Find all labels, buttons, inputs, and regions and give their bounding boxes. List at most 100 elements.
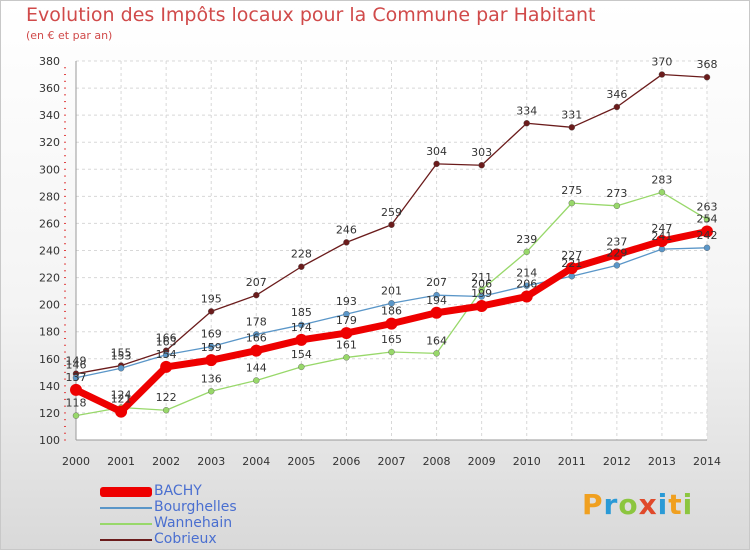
data-label-bachy: 179 xyxy=(336,314,357,327)
data-label-wannehain: 263 xyxy=(697,200,718,213)
x-tick-label: 2000 xyxy=(62,455,90,468)
legend-label: Bourghelles xyxy=(154,499,237,515)
data-label-bourghelles: 169 xyxy=(201,328,222,341)
data-label-wannehain: 165 xyxy=(381,333,402,346)
data-label-bachy: 199 xyxy=(471,287,492,300)
data-label-bachy: 247 xyxy=(651,222,672,235)
data-point-bourghelles xyxy=(433,291,440,299)
data-label-wannehain: 118 xyxy=(66,397,87,410)
data-label-bourghelles: 242 xyxy=(697,229,718,242)
logo-letter: P xyxy=(582,488,604,521)
legend-swatch xyxy=(100,507,152,509)
data-label-bourghelles: 201 xyxy=(381,284,402,297)
data-point-bourghelles xyxy=(703,244,711,251)
data-label-cobrieux: 370 xyxy=(651,56,672,69)
data-point-bourghelles xyxy=(208,343,215,350)
data-point-bachy xyxy=(475,299,488,312)
data-point-wannehain xyxy=(658,189,666,196)
data-label-bourghelles: 163 xyxy=(156,336,177,349)
y-tick-label: 240 xyxy=(39,245,60,258)
data-label-cobrieux: 259 xyxy=(381,206,402,219)
x-tick-label: 2004 xyxy=(242,455,270,468)
data-point-bourghelles xyxy=(478,293,485,300)
plot-area xyxy=(76,61,707,440)
data-label-cobrieux: 195 xyxy=(201,292,222,305)
data-point-bourghelles xyxy=(343,310,350,318)
logo-letter: o xyxy=(618,488,639,521)
data-point-cobrieux xyxy=(433,160,440,168)
data-label-bourghelles: 207 xyxy=(426,276,447,289)
data-label-bachy: 206 xyxy=(516,278,537,291)
data-label-cobrieux: 368 xyxy=(697,58,718,71)
data-point-wannehain xyxy=(703,216,711,223)
data-label-bachy: 154 xyxy=(156,348,177,361)
data-label-bourghelles: 146 xyxy=(66,359,87,372)
data-point-cobrieux xyxy=(478,162,485,169)
data-label-cobrieux: 304 xyxy=(426,145,447,158)
data-point-wannehain xyxy=(433,350,440,357)
data-label-bachy: 137 xyxy=(66,371,87,384)
data-point-cobrieux xyxy=(388,221,395,228)
data-label-cobrieux: 207 xyxy=(246,276,267,289)
logo-letter: i xyxy=(657,488,669,521)
data-label-cobrieux: 155 xyxy=(111,347,132,360)
data-label-bourghelles: 206 xyxy=(471,278,492,291)
data-point-cobrieux xyxy=(523,120,530,127)
data-label-cobrieux: 166 xyxy=(156,332,177,345)
data-point-wannehain xyxy=(523,248,530,256)
data-label-cobrieux: 303 xyxy=(471,146,492,159)
x-tick-label: 2009 xyxy=(468,455,496,468)
data-label-bachy: 254 xyxy=(697,213,718,226)
data-label-wannehain: 283 xyxy=(651,173,672,186)
logo-letter: t xyxy=(668,488,683,521)
data-label-bourghelles: 153 xyxy=(111,349,132,362)
data-point-bourghelles xyxy=(388,300,395,307)
data-point-bourghelles xyxy=(523,282,530,289)
data-point-bachy xyxy=(655,235,668,248)
y-tick-label: 160 xyxy=(39,353,60,366)
y-tick-label: 280 xyxy=(39,190,60,203)
data-point-bourghelles xyxy=(72,374,80,381)
data-point-bourghelles xyxy=(613,262,621,269)
data-point-wannehain xyxy=(298,363,305,371)
data-label-bachy: 237 xyxy=(606,236,627,249)
y-tick-label: 100 xyxy=(39,434,60,447)
data-label-bourghelles: 193 xyxy=(336,295,357,308)
x-tick-label: 2010 xyxy=(513,455,541,468)
data-point-bachy xyxy=(610,248,623,261)
data-label-wannehain: 161 xyxy=(336,338,357,351)
data-label-cobrieux: 346 xyxy=(606,88,627,101)
data-label-bourghelles: 178 xyxy=(246,315,267,328)
legend-swatch xyxy=(100,487,152,497)
data-point-bachy xyxy=(295,333,308,346)
data-label-wannehain: 144 xyxy=(246,361,267,374)
y-tick-label: 320 xyxy=(39,136,60,149)
data-point-bourghelles xyxy=(117,365,125,372)
data-label-wannehain: 124 xyxy=(111,389,132,402)
data-label-bourghelles: 229 xyxy=(606,246,627,259)
chart-subtitle: (en € et par an) xyxy=(26,29,113,42)
data-label-wannehain: 122 xyxy=(156,391,177,404)
x-tick-label: 2012 xyxy=(603,455,631,468)
data-point-bourghelles xyxy=(298,321,305,329)
data-point-wannehain xyxy=(478,286,485,293)
data-label-bourghelles: 241 xyxy=(651,230,672,243)
data-label-bourghelles: 185 xyxy=(291,306,312,319)
y-tick-label: 340 xyxy=(39,109,60,122)
x-tick-label: 2003 xyxy=(197,455,225,468)
legend-swatch xyxy=(100,539,152,541)
y-tick-label: 140 xyxy=(39,380,60,393)
x-tick-label: 2011 xyxy=(558,455,586,468)
x-tick-label: 2008 xyxy=(423,455,451,468)
data-point-bourghelles xyxy=(253,331,260,338)
data-point-cobrieux xyxy=(253,291,260,299)
data-label-bachy: 186 xyxy=(381,305,402,318)
data-point-wannehain xyxy=(568,199,575,207)
data-point-wannehain xyxy=(253,377,260,384)
y-tick-label: 120 xyxy=(39,407,60,420)
data-point-cobrieux xyxy=(613,103,621,111)
data-label-cobrieux: 331 xyxy=(561,108,582,121)
x-tick-label: 2007 xyxy=(378,455,406,468)
data-label-wannehain: 154 xyxy=(291,348,312,361)
